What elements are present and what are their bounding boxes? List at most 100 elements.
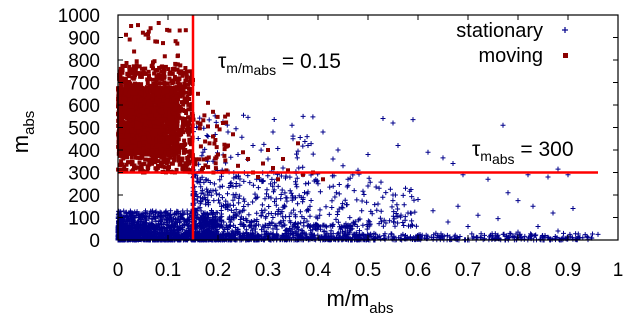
- data-point: [141, 86, 145, 91]
- data-point: [163, 165, 167, 170]
- data-point: [540, 234, 546, 240]
- data-point: [275, 146, 281, 151]
- data-point: [353, 230, 359, 236]
- data-point: [245, 202, 251, 208]
- data-point: [220, 202, 226, 208]
- data-point: [316, 223, 322, 229]
- data-point: [206, 223, 212, 229]
- data-point: [272, 223, 278, 229]
- data-point: [245, 114, 251, 120]
- data-point: [388, 231, 394, 237]
- data-point: [159, 216, 165, 222]
- data-point: [165, 94, 170, 98]
- data-point: [272, 199, 277, 205]
- data-point: [263, 214, 269, 219]
- data-point: [425, 233, 431, 239]
- data-point: [302, 139, 308, 144]
- data-point: [269, 176, 275, 182]
- data-point: [359, 208, 365, 214]
- data-point: [304, 218, 310, 224]
- data-point: [255, 185, 261, 191]
- data-point: [264, 191, 269, 197]
- data-point: [121, 222, 127, 228]
- data-point: [376, 185, 382, 191]
- data-point: [139, 66, 144, 71]
- data-point: [279, 232, 285, 238]
- data-point: [127, 211, 132, 217]
- data-point: [501, 231, 507, 237]
- data-point: [265, 156, 271, 162]
- data-point: [138, 132, 143, 137]
- data-point: [125, 139, 130, 144]
- data-point: [185, 211, 191, 217]
- data-point: [478, 231, 484, 237]
- data-point: [240, 236, 246, 242]
- data-point: [341, 222, 347, 228]
- data-point: [297, 209, 303, 215]
- data-point: [207, 180, 213, 185]
- data-point: [147, 226, 153, 231]
- data-point: [374, 207, 380, 213]
- data-point: [209, 219, 215, 225]
- data-point: [164, 231, 170, 237]
- data-point: [172, 111, 177, 116]
- data-point: [122, 107, 127, 112]
- data-point: [160, 91, 165, 96]
- data-point: [135, 117, 139, 122]
- data-point: [121, 80, 126, 84]
- data-point: [395, 206, 401, 212]
- data-point: [137, 64, 142, 69]
- data-point: [308, 198, 314, 203]
- data-point: [365, 183, 371, 189]
- data-point: [198, 190, 204, 196]
- data-point: [377, 215, 383, 221]
- data-point: [214, 210, 220, 216]
- data-point: [119, 159, 124, 164]
- data-point: [150, 227, 156, 233]
- data-point: [279, 187, 285, 193]
- data-point: [280, 165, 286, 171]
- data-point: [263, 232, 269, 237]
- data-point: [351, 188, 357, 194]
- data-point: [354, 197, 360, 203]
- data-point: [330, 156, 336, 162]
- data-point: [300, 164, 306, 170]
- data-point: [172, 221, 178, 227]
- data-point: [155, 236, 161, 242]
- data-point: [317, 212, 323, 218]
- data-point: [119, 137, 124, 142]
- data-point: [172, 228, 177, 234]
- data-point: [237, 209, 243, 215]
- data-point: [120, 117, 125, 121]
- data-point: [120, 76, 125, 81]
- data-point: [273, 202, 279, 208]
- data-point: [203, 201, 209, 207]
- data-point: [265, 173, 271, 179]
- data-point: [207, 216, 213, 222]
- data-point: [241, 178, 247, 184]
- data-point: [295, 221, 301, 227]
- data-point: [172, 236, 178, 242]
- data-point: [250, 199, 256, 205]
- data-point: [147, 77, 152, 81]
- data-point: [410, 117, 416, 123]
- data-point: [295, 201, 301, 207]
- data-point: [207, 223, 212, 229]
- data-point: [133, 105, 138, 110]
- data-point: [294, 228, 300, 234]
- data-point: [159, 225, 165, 231]
- data-point: [136, 88, 141, 93]
- data-point: [260, 223, 266, 229]
- data-point: [163, 221, 169, 227]
- data-point: [133, 81, 137, 86]
- data-point: [283, 214, 289, 220]
- data-point: [180, 93, 185, 97]
- data-point: [234, 226, 240, 232]
- data-point: [535, 224, 541, 229]
- data-point: [295, 148, 301, 154]
- data-point: [168, 218, 174, 224]
- data-point: [152, 71, 157, 76]
- data-point: [168, 234, 173, 240]
- data-point: [219, 195, 225, 201]
- data-point: [259, 227, 264, 233]
